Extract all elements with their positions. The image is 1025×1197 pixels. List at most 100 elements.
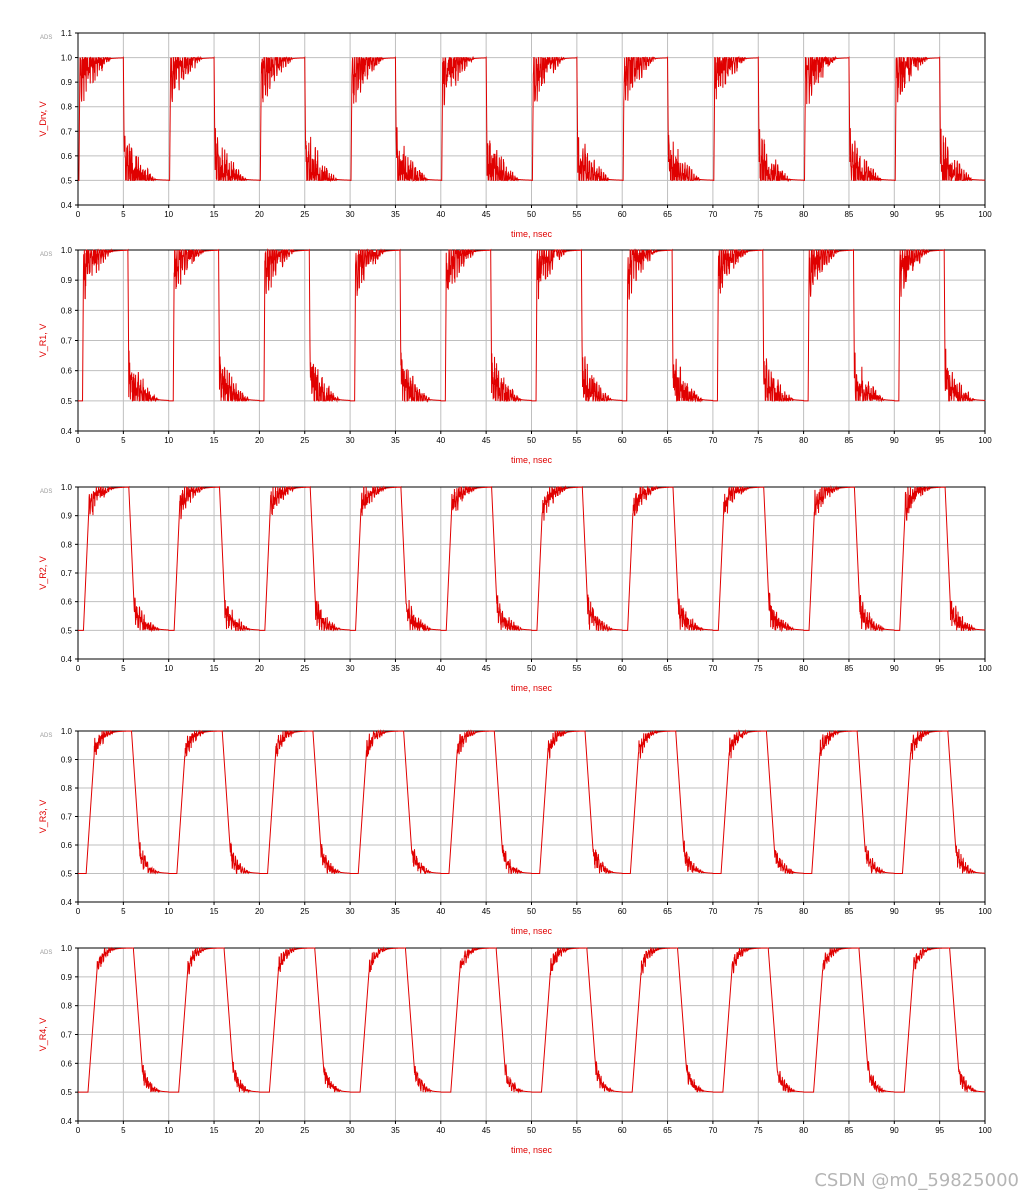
x-tick-label: 40 [436, 436, 445, 445]
y-tick-label: 0.5 [61, 397, 73, 406]
x-tick-label: 30 [346, 1126, 355, 1135]
x-tick-label: 90 [890, 907, 899, 916]
x-tick-label: 85 [844, 210, 853, 219]
x-tick-label: 20 [255, 907, 264, 916]
x-tick-label: 100 [978, 1126, 992, 1135]
x-tick-label: 65 [663, 436, 672, 445]
y-tick-label: 1.0 [61, 483, 73, 492]
x-tick-label: 50 [527, 907, 536, 916]
x-tick-label: 30 [346, 436, 355, 445]
ads-tag: ADS [40, 489, 52, 495]
y-tick-label: 0.8 [61, 784, 73, 793]
y-tick-label: 1.0 [61, 246, 73, 255]
ads-tag: ADS [40, 733, 52, 739]
x-tick-label: 40 [436, 907, 445, 916]
y-tick-label: 0.8 [61, 306, 73, 315]
series-line [78, 485, 986, 633]
x-tick-label: 30 [346, 664, 355, 673]
x-tick-label: 30 [346, 210, 355, 219]
y-tick-label: 0.7 [61, 337, 73, 346]
series-line [78, 946, 986, 1094]
y-tick-label: 0.7 [61, 813, 73, 822]
x-tick-label: 70 [708, 664, 717, 673]
y-tick-label: 0.5 [61, 176, 73, 185]
x-tick-label: 75 [754, 664, 763, 673]
x-tick-label: 50 [527, 1126, 536, 1135]
x-tick-label: 10 [164, 210, 173, 219]
x-tick-label: 75 [754, 1126, 763, 1135]
y-tick-label: 0.5 [61, 1088, 73, 1097]
y-tick-label: 0.4 [61, 1117, 73, 1126]
x-tick-label: 95 [935, 210, 944, 219]
x-tick-label: 60 [618, 664, 627, 673]
x-tick-label: 60 [618, 1126, 627, 1135]
x-tick-label: 75 [754, 907, 763, 916]
ads-tag: ADS [40, 950, 52, 956]
x-tick-label: 45 [482, 907, 491, 916]
x-tick-label: 5 [121, 210, 126, 219]
y-tick-label: 1.0 [61, 727, 73, 736]
x-tick-label: 65 [663, 1126, 672, 1135]
x-tick-label: 65 [663, 664, 672, 673]
x-tick-label: 5 [121, 436, 126, 445]
x-tick-label: 85 [844, 436, 853, 445]
x-tick-label: 5 [121, 664, 126, 673]
x-tick-label: 95 [935, 1126, 944, 1135]
x-tick-label: 65 [663, 210, 672, 219]
x-tick-label: 45 [482, 1126, 491, 1135]
x-tick-label: 55 [572, 436, 581, 445]
y-axis-label: V_R1, V [38, 324, 48, 358]
x-tick-label: 75 [754, 436, 763, 445]
x-tick-label: 25 [300, 1126, 309, 1135]
x-tick-label: 25 [300, 664, 309, 673]
y-tick-label: 0.8 [61, 1002, 73, 1011]
x-tick-label: 100 [978, 436, 992, 445]
x-tick-label: 45 [482, 210, 491, 219]
x-tick-label: 10 [164, 664, 173, 673]
y-tick-label: 0.5 [61, 626, 73, 635]
x-tick-label: 95 [935, 664, 944, 673]
x-tick-label: 45 [482, 664, 491, 673]
x-tick-label: 20 [255, 664, 264, 673]
y-tick-label: 0.7 [61, 569, 73, 578]
chart-panel-4: 0 5 10 15 20 25 30 35 40 45 50 55 60 65 70 75 80 85 90 95 10… [38, 727, 992, 936]
x-tick-label: 100 [978, 664, 992, 673]
x-tick-label: 50 [527, 436, 536, 445]
chart-panel-2: 0 5 10 15 20 25 30 35 40 45 50 55 60 65 70 75 80 85 90 95 10… [38, 246, 992, 465]
x-tick-label: 0 [76, 907, 81, 916]
x-tick-label: 5 [121, 907, 126, 916]
x-tick-label: 75 [754, 210, 763, 219]
x-axis-label: time, nsec [511, 683, 553, 693]
x-tick-label: 0 [76, 436, 81, 445]
x-tick-label: 15 [210, 907, 219, 916]
series-line [78, 729, 986, 875]
x-tick-label: 30 [346, 907, 355, 916]
x-tick-label: 60 [618, 907, 627, 916]
y-tick-label: 0.9 [61, 756, 73, 765]
x-tick-label: 40 [436, 210, 445, 219]
x-tick-label: 35 [391, 664, 400, 673]
x-tick-label: 20 [255, 436, 264, 445]
y-tick-label: 1.0 [61, 944, 73, 953]
y-tick-label: 0.9 [61, 276, 73, 285]
y-tick-label: 0.6 [61, 1059, 73, 1068]
y-tick-label: 0.9 [61, 78, 73, 87]
x-tick-label: 35 [391, 907, 400, 916]
x-tick-label: 80 [799, 1126, 808, 1135]
x-tick-label: 10 [164, 436, 173, 445]
x-tick-label: 80 [799, 436, 808, 445]
y-tick-label: 1.0 [61, 54, 73, 63]
x-tick-label: 90 [890, 1126, 899, 1135]
x-tick-label: 85 [844, 1126, 853, 1135]
y-axis-label: V_R2, V [38, 556, 48, 590]
y-tick-label: 0.7 [61, 1031, 73, 1040]
x-axis-label: time, nsec [511, 455, 553, 465]
x-tick-label: 35 [391, 436, 400, 445]
x-tick-label: 55 [572, 907, 581, 916]
x-tick-label: 85 [844, 664, 853, 673]
y-tick-label: 0.4 [61, 655, 73, 664]
y-tick-label: 0.6 [61, 598, 73, 607]
watermark-text: CSDN @m0_59825000 [814, 1170, 1019, 1191]
y-tick-label: 0.6 [61, 367, 73, 376]
